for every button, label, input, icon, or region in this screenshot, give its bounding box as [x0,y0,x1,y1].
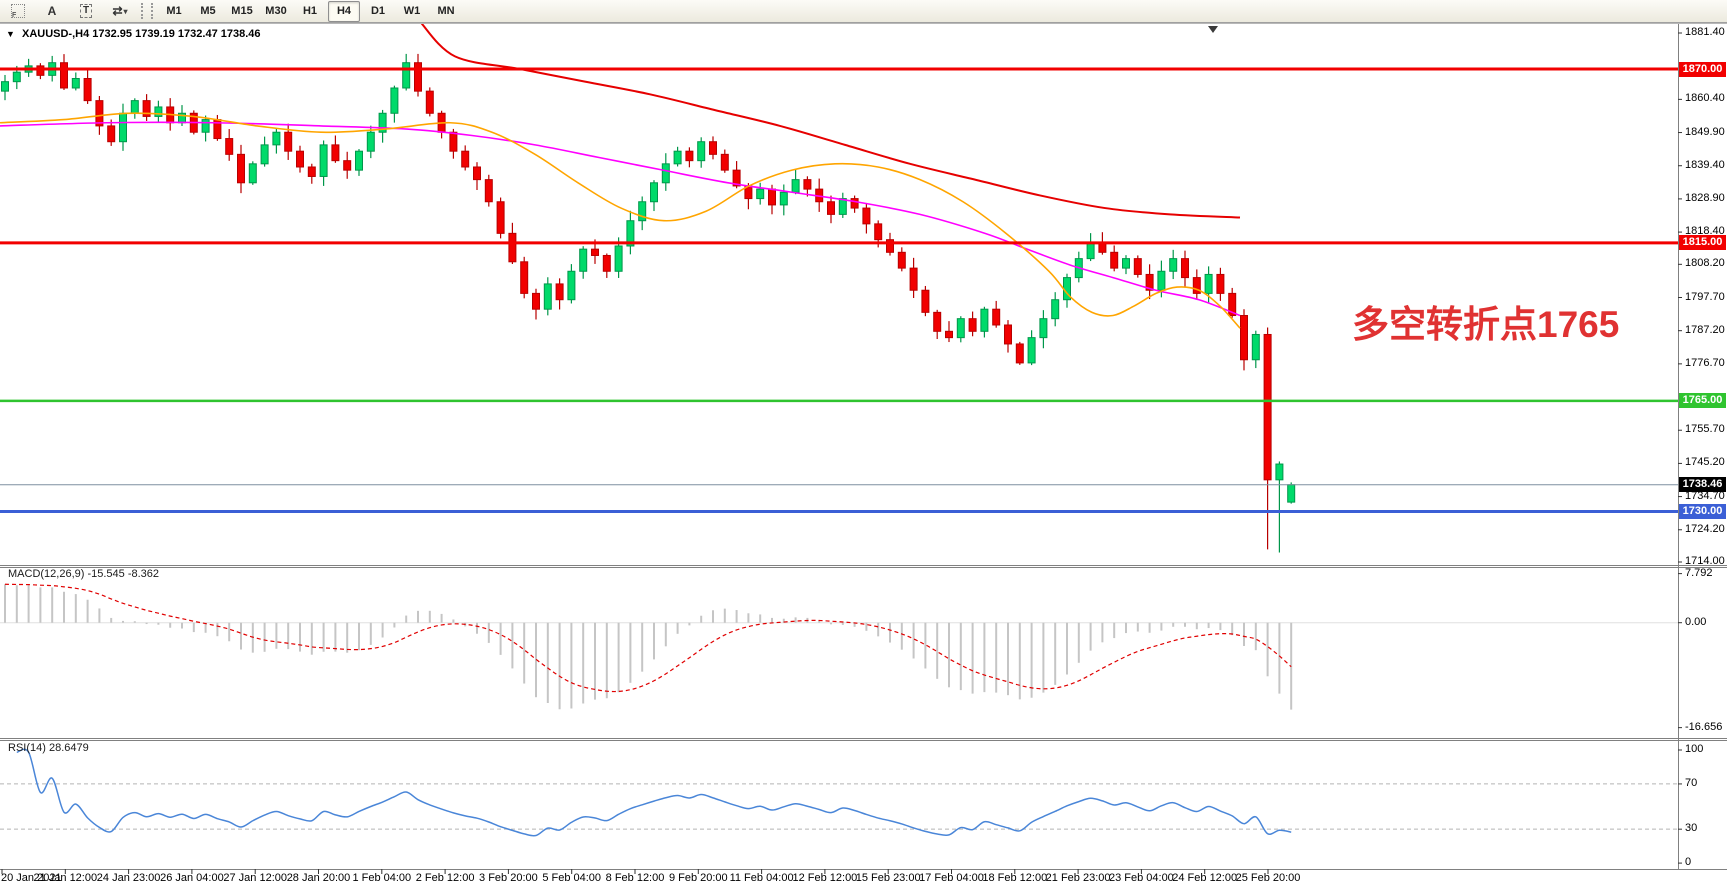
dropdown-caret-icon: ▾ [123,6,128,16]
timeframe-button-m30[interactable]: M30 [265,5,287,17]
rsi-line [16,748,1292,837]
rsi-label: RSI(14) 28.6479 [8,742,89,754]
ma-mid-magenta [0,121,1241,317]
text-label-icon: T [79,4,93,18]
rsi-pane [0,748,1678,837]
ma-fast-orange [0,112,1241,329]
toolbar-grip-button[interactable]: F [2,1,34,22]
macd-pane [0,583,1678,710]
cursor-mode-button[interactable]: ⇄ ▾ [104,1,136,22]
macd-histogram [4,584,1293,710]
toolbar: F A T ⇄ ▾ M1 M5 M15 M30 H1 H4 D1 W1 MN [0,0,1727,23]
ohlc-readout: 1732.95 1739.19 1732.47 1738.46 [92,28,261,40]
chart-title: ▼ XAUUSD-,H4 1732.95 1739.19 1732.47 173… [6,28,261,40]
main-price-pane [0,24,1678,553]
toolbar-separator-grip [141,3,153,19]
timeframe-button-mn[interactable]: MN [437,5,455,17]
candlestick-series [1,53,1296,553]
macd-signal-line [4,583,1292,693]
chart-shift-marker[interactable] [1208,26,1218,33]
timeframe-button-m15[interactable]: M15 [231,5,253,17]
annotation-text: 多空转折点1765 [1352,304,1620,345]
symbol-period-label: XAUUSD-,H4 [21,28,90,40]
letter-a-icon: A [47,4,57,18]
macd-label: MACD(12,26,9) -15.545 -8.362 [8,568,160,580]
timeframe-button-d1[interactable]: D1 [370,5,386,17]
grid-icon: F [11,4,25,19]
ma-slow-red [420,24,1241,219]
text-label-tool-button[interactable]: T [70,1,102,22]
timeframe-button-m1[interactable]: M1 [166,5,182,17]
timeframe-button-h4[interactable]: H4 [328,0,360,22]
text-tool-button[interactable]: A [36,1,68,22]
timeframe-button-m5[interactable]: M5 [200,5,216,17]
symbol-collapse-icon[interactable]: ▼ [6,29,15,39]
arrows-icon: ⇄ [112,4,123,18]
timeframe-button-w1[interactable]: W1 [403,5,421,17]
timeframe-button-h1[interactable]: H1 [302,5,318,17]
